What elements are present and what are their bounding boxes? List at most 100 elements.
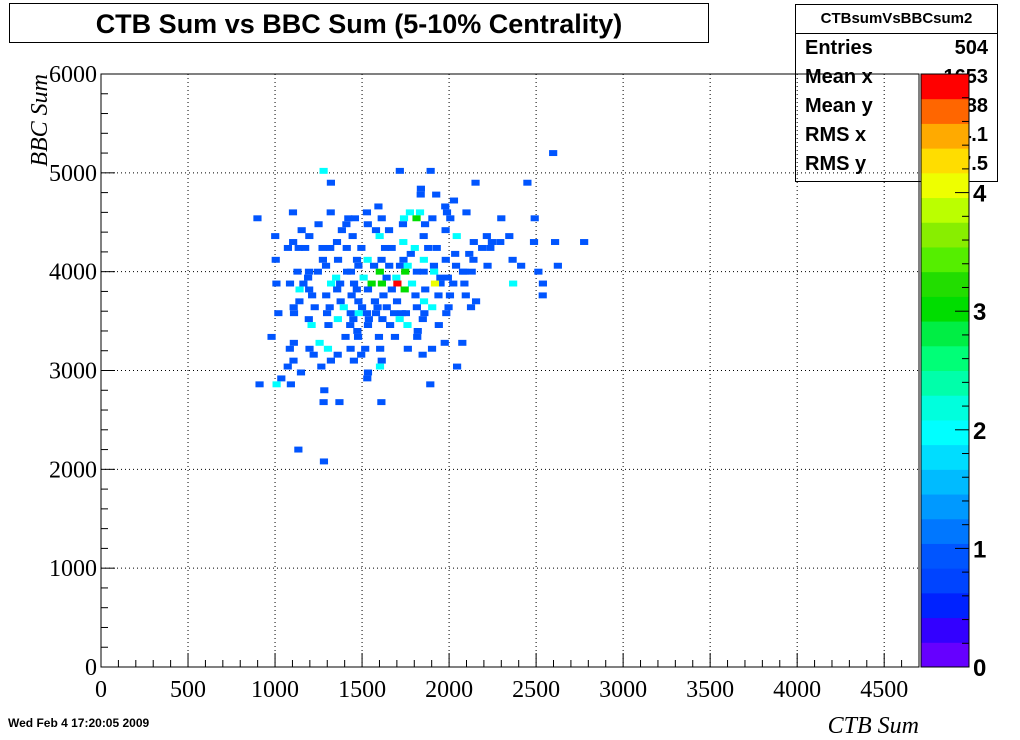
- heatmap-bin: [452, 233, 461, 240]
- palette-swatch: [921, 444, 969, 470]
- x-tick-label: 1000: [251, 677, 299, 703]
- heatmap-bin: [441, 227, 450, 234]
- heatmap-bin: [549, 150, 558, 157]
- chart-title: CTB Sum vs BBC Sum (5-10% Centrality): [9, 3, 709, 43]
- heatmap-bin: [371, 227, 381, 234]
- heatmap-bin: [412, 304, 421, 311]
- heatmap-bin: [342, 244, 351, 251]
- heatmap-bin: [299, 280, 308, 287]
- heatmap-bin: [440, 339, 449, 346]
- heatmap-bin: [469, 256, 478, 263]
- stats-label: RMS x: [805, 124, 867, 146]
- heatmap-bin: [361, 345, 370, 352]
- heatmap-bin: [371, 310, 381, 317]
- z-tick-label: 3: [973, 299, 986, 326]
- heatmap-bin: [403, 322, 412, 329]
- heatmap-bin: [460, 280, 469, 287]
- heatmap-bin: [255, 381, 264, 388]
- x-tick-label: 3500: [686, 677, 734, 703]
- heatmap-bin: [451, 250, 460, 257]
- heatmap-bin: [399, 256, 408, 263]
- heatmap-bin: [429, 262, 439, 269]
- heatmap-bin: [346, 310, 355, 317]
- heatmap-bin: [323, 345, 333, 352]
- palette-swatch: [921, 617, 969, 643]
- heatmap-bin: [416, 185, 425, 192]
- heatmap-bin: [426, 381, 435, 388]
- heatmap-bin: [339, 304, 348, 311]
- heatmap-bin: [460, 268, 469, 275]
- heatmap-bin: [377, 357, 386, 364]
- heatmap-bin: [289, 310, 299, 317]
- heatmap-bin: [315, 339, 324, 346]
- heatmap-bin: [319, 399, 328, 406]
- heatmap-bin: [313, 268, 322, 275]
- heatmap-bin: [346, 268, 356, 275]
- x-tick-label: 1500: [338, 677, 386, 703]
- palette-swatch: [921, 642, 969, 668]
- heatmap-bin: [482, 233, 491, 240]
- heatmap-bin: [376, 345, 385, 352]
- heatmap-bin: [378, 316, 387, 323]
- heatmap-bin: [353, 333, 363, 340]
- heatmap-bin: [321, 262, 331, 269]
- heatmap-bin: [295, 286, 304, 293]
- heatmap-bin: [271, 256, 280, 263]
- heatmap-bin: [382, 274, 391, 281]
- heatmap-bin: [326, 209, 335, 216]
- heatmap-bin: [436, 274, 445, 281]
- stats-label: Entries: [805, 37, 873, 59]
- y-tick-label: 5000: [49, 161, 97, 187]
- heatmap-bin: [401, 310, 411, 317]
- heatmap-bin: [434, 292, 443, 299]
- heatmap-bins: [253, 150, 589, 465]
- heatmap-bin: [403, 345, 412, 352]
- heatmap-bin: [441, 256, 450, 263]
- heatmap-bin: [436, 280, 445, 287]
- heatmap-bin: [395, 167, 404, 174]
- heatmap-bin: [305, 286, 314, 293]
- heatmap-bin: [283, 363, 292, 370]
- heatmap-bin: [304, 268, 314, 275]
- heatmap-bin: [283, 244, 293, 251]
- heatmap-bin: [446, 215, 455, 222]
- heatmap-bin: [350, 215, 360, 222]
- heatmap-bin: [380, 244, 390, 251]
- heatmap-bin: [466, 304, 476, 311]
- heatmap-bin: [392, 298, 402, 305]
- heatmap-bin: [326, 357, 336, 364]
- heatmap-bin: [369, 262, 379, 269]
- palette-swatch: [921, 246, 969, 273]
- heatmap-bin: [357, 351, 366, 358]
- heatmap-bin: [407, 280, 417, 287]
- x-tick-label: 0: [95, 677, 107, 703]
- heatmap-bin: [346, 345, 355, 352]
- heatmap-bin: [399, 239, 408, 245]
- heatmap-bin: [384, 227, 394, 234]
- heatmap-bin: [462, 209, 471, 216]
- heatmap-bin: [385, 262, 394, 269]
- heatmap-bin: [354, 298, 363, 305]
- heatmap-bin: [364, 316, 373, 323]
- heatmap-bin: [430, 268, 439, 275]
- heatmap-bin: [286, 381, 295, 388]
- stats-histogram-name: CTBsumVsBBCsum2: [796, 5, 997, 34]
- heatmap-bin: [317, 363, 326, 370]
- heatmap-bin: [430, 280, 440, 287]
- heatmap-bin: [418, 316, 427, 323]
- heatmap-bin: [310, 304, 319, 311]
- z-tick-label: 4: [973, 181, 987, 208]
- palette-frame: [920, 73, 970, 668]
- heatmap-bin: [307, 322, 316, 329]
- heatmap-bin: [349, 280, 359, 287]
- heatmap-bin: [367, 280, 376, 287]
- heatmap-bin: [304, 274, 313, 281]
- heatmap-bin: [325, 304, 334, 311]
- heatmap-bin: [397, 310, 406, 317]
- x-tick-label: 4000: [773, 677, 821, 703]
- heatmap-bin: [319, 167, 328, 174]
- heatmap-bin: [294, 244, 303, 251]
- heatmap-bin: [319, 458, 329, 465]
- heatmap-bin: [550, 239, 560, 245]
- heatmap-bin: [288, 209, 298, 216]
